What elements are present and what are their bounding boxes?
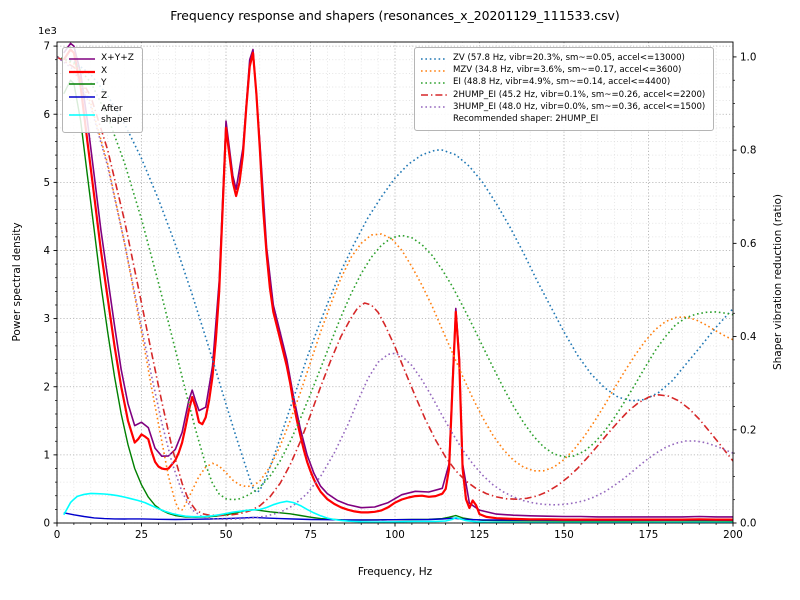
svg-text:50: 50 [219, 529, 232, 541]
legend-line-sample [69, 83, 95, 85]
legend-line-sample [69, 70, 95, 73]
legend-line-sample [421, 94, 447, 96]
legend-entry: ZV (57.8 Hz, vibr=20.3%, sm~=0.05, accel… [420, 53, 705, 64]
svg-text:5: 5 [43, 177, 50, 189]
legend-shapers: ZV (57.8 Hz, vibr=20.3%, sm~=0.05, accel… [414, 47, 715, 132]
svg-text:0.4: 0.4 [740, 331, 756, 343]
series-X [62, 48, 733, 521]
svg-text:0.2: 0.2 [740, 424, 756, 436]
legend-label: EI (48.8 Hz, vibr=4.9%, sm~=0.14, accel<… [453, 77, 671, 88]
legend-label: Z [101, 91, 108, 102]
legend-label: 3HUMP_EI (48.0 Hz, vibr=0.0%, sm~=0.36, … [453, 101, 706, 112]
legend-line-sample [421, 106, 447, 109]
legend-label: ZV (57.8 Hz, vibr=20.3%, sm~=0.05, accel… [453, 53, 685, 63]
legend-label: After shaper [101, 103, 132, 126]
legend-label: MZV (34.8 Hz, vibr=3.6%, sm~=0.17, accel… [453, 65, 682, 76]
legend-entry: 2HUMP_EI (45.2 Hz, vibr=0.1%, sm~=0.26, … [420, 90, 705, 101]
series-ZV [57, 56, 733, 494]
svg-text:125: 125 [470, 529, 490, 541]
legend-label: Y [101, 78, 107, 89]
svg-text:0: 0 [54, 529, 61, 541]
svg-text:7: 7 [43, 41, 50, 53]
series-3HUMP_EI [57, 56, 733, 521]
legend-line-sample [69, 114, 95, 117]
y-axis-offset-label: 1e3 [38, 26, 57, 37]
legend-entry: Y [68, 78, 134, 90]
y-axis-right-label: Shaper vibration reduction (ratio) [772, 193, 784, 371]
svg-text:175: 175 [639, 529, 659, 541]
svg-text:150: 150 [554, 529, 574, 541]
svg-text:3: 3 [43, 313, 50, 325]
series-MZV [57, 56, 733, 511]
svg-text:25: 25 [135, 529, 148, 541]
legend-note: Recommended shaper: 2HUMP_EI [453, 113, 599, 124]
x-axis-label: Frequency, Hz [357, 566, 433, 578]
svg-text:4: 4 [43, 245, 50, 257]
svg-text:0: 0 [43, 518, 50, 530]
legend-label: X+Y+Z [101, 53, 134, 63]
legend-line-sample [69, 58, 95, 60]
legend-entry: EI (48.8 Hz, vibr=4.9%, sm~=0.14, accel<… [420, 77, 705, 88]
axis-ticks: 0 25 50 75 100 125 150 175 200 0 1 2 3 4 5 6 7 0.0 0.2 0.4 0… [43, 41, 756, 541]
svg-text:75: 75 [304, 529, 317, 541]
svg-text:1: 1 [43, 449, 50, 461]
chart-title: Frequency response and shapers (resonanc… [170, 8, 620, 23]
svg-text:100: 100 [385, 529, 405, 541]
y-axis-left-label: Power spectral density [11, 222, 23, 342]
svg-text:1.0: 1.0 [740, 52, 756, 64]
svg-text:0.6: 0.6 [740, 238, 756, 250]
legend-psd: X+Y+Z X Y Z After shaper [62, 47, 143, 134]
legend-line-sample [421, 82, 447, 84]
svg-text:0.8: 0.8 [740, 145, 756, 157]
legend-line-sample [421, 57, 447, 60]
legend-entry: X+Y+Z [68, 53, 134, 65]
legend-entry: 3HUMP_EI (48.0 Hz, vibr=0.0%, sm~=0.36, … [420, 102, 705, 113]
series-After-shaper [63, 492, 733, 523]
svg-text:200: 200 [723, 529, 743, 541]
legend-entry: After shaper [68, 104, 134, 127]
svg-text:6: 6 [43, 109, 50, 121]
legend-line-sample [69, 96, 95, 98]
legend-label: 2HUMP_EI (45.2 Hz, vibr=0.1%, sm~=0.26, … [453, 89, 706, 100]
series-2HUMP_EI [57, 56, 733, 517]
series-EI [57, 56, 733, 501]
svg-text:0.0: 0.0 [740, 518, 756, 530]
legend-line-sample [421, 69, 447, 72]
legend-label: X [101, 65, 108, 76]
legend-entry: MZV (34.8 Hz, vibr=3.6%, sm~=0.17, accel… [420, 65, 705, 76]
legend-entry: Z [68, 91, 134, 103]
legend-entry: X [68, 66, 134, 78]
svg-text:2: 2 [43, 381, 50, 393]
plot-series [57, 42, 733, 523]
